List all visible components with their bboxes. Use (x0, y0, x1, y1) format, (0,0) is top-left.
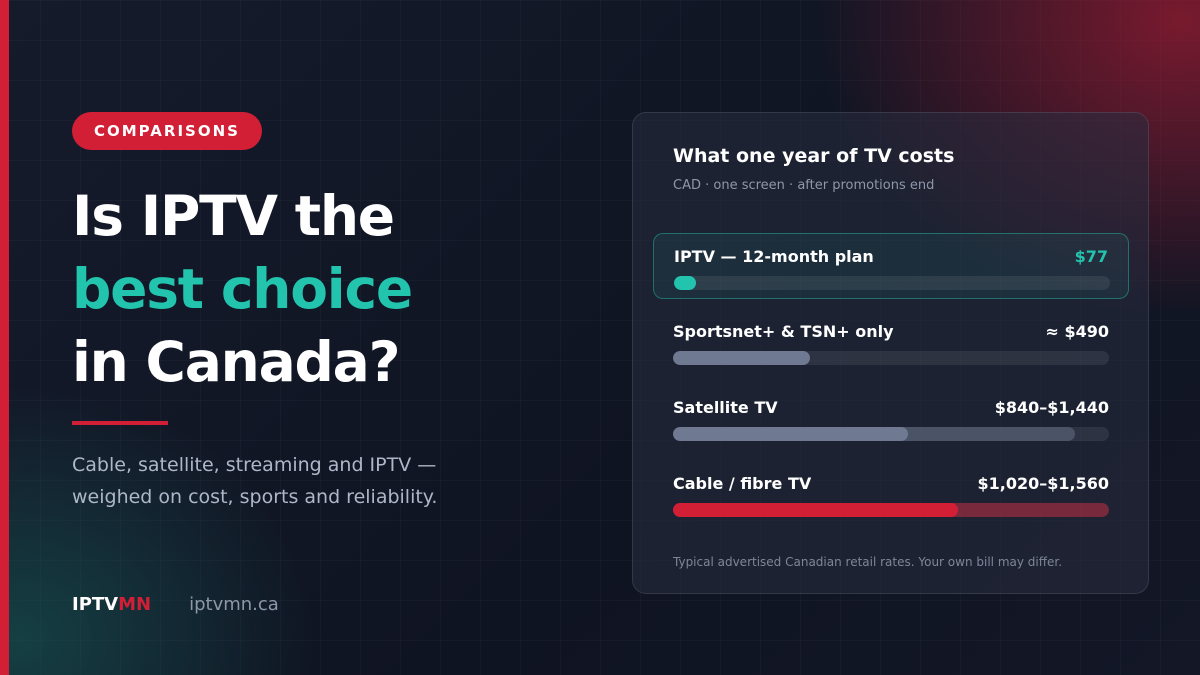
title-divider (72, 421, 168, 425)
cost-bar-track (673, 351, 1109, 365)
title-line-2: best choice (72, 257, 413, 321)
left-accent-bar (0, 0, 9, 675)
cost-row-value: $1,020–$1,560 (977, 474, 1109, 493)
cost-row-value: $77 (1074, 247, 1108, 266)
category-badge[interactable]: COMPARISONS (72, 112, 262, 150)
brand-logo[interactable]: IPTVMN (72, 594, 151, 615)
brand-url-link[interactable]: iptvmn.ca (189, 594, 279, 615)
cost-row-label: Cable / fibre TV (673, 474, 812, 493)
cost-bar-track (674, 276, 1110, 290)
cost-row-value: $840–$1,440 (994, 398, 1109, 417)
page-subtitle: Cable, satellite, streaming and IPTV — w… (72, 454, 438, 508)
brand-name-accent: MN (118, 594, 152, 615)
cost-row-label: Sportsnet+ & TSN+ only (673, 322, 894, 341)
cost-bar-fill (674, 276, 696, 290)
hero-section: COMPARISONS Is IPTV the best choice in C… (72, 112, 592, 513)
cost-row: IPTV — 12-month plan $77 (653, 233, 1129, 299)
cost-comparison-card: What one year of TV costs CAD · one scre… (632, 112, 1149, 594)
title-line-1: Is IPTV the (72, 184, 395, 248)
cost-row: Sportsnet+ & TSN+ only ≈ $490 (653, 309, 1129, 375)
page-title: Is IPTV the best choice in Canada? (72, 180, 592, 399)
cost-bar-track (673, 427, 1109, 441)
card-footnote: Typical advertised Canadian retail rates… (673, 555, 1063, 569)
cost-bar-fill (673, 427, 908, 441)
card-subtitle: CAD · one screen · after promotions end (673, 178, 935, 193)
cost-row-label: IPTV — 12-month plan (674, 247, 874, 266)
cost-row-label: Satellite TV (673, 398, 778, 417)
cost-bar-fill (673, 503, 958, 517)
cost-bar-track (673, 503, 1109, 517)
brand-name-main: IPTV (72, 594, 119, 615)
cost-row: Satellite TV $840–$1,440 (653, 385, 1129, 451)
title-line-3: in Canada? (72, 330, 400, 394)
brand-footer: IPTVMN iptvmn.ca (72, 594, 279, 615)
cost-row: Cable / fibre TV $1,020–$1,560 (653, 461, 1129, 527)
cost-row-value: ≈ $490 (1045, 322, 1109, 341)
cost-bar-fill (673, 351, 810, 365)
card-title: What one year of TV costs (673, 145, 955, 167)
